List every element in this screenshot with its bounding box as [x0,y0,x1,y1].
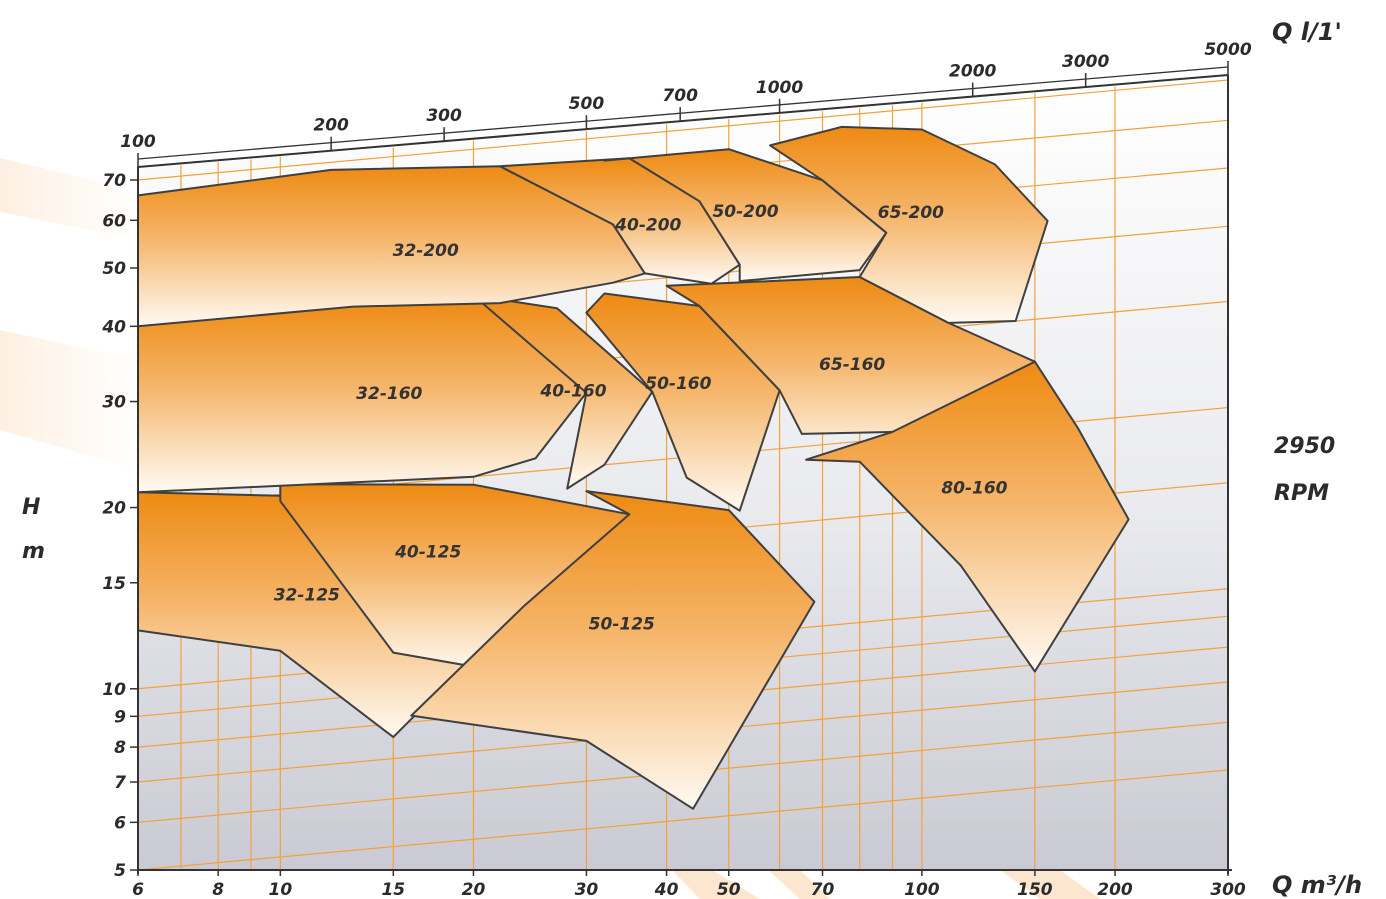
x-tick-label: 50 [717,880,741,899]
top-tick-label: 500 [569,94,605,114]
decorative-ribbons [0,158,1100,899]
pump-field-50-125 [410,490,816,810]
pump-label-50-125: 50-125 [589,615,655,635]
pump-field-50-200 [603,148,888,283]
x-tick-label: 20 [462,880,486,899]
pump-label-50-200: 50-200 [712,202,778,222]
pump-label-80-160: 80-160 [941,478,1007,498]
top-tick-label: 100 [120,132,156,152]
x-axis-bottom-label: Q m³/h [1272,871,1362,899]
top-tick-label: 3000 [1062,52,1109,72]
pump-label-65-200: 65-200 [878,203,944,223]
x-tick-label: 150 [1017,880,1053,899]
pump-field-65-200 [769,125,1049,324]
x-tick-label: 70 [811,880,835,899]
y-tick-label: 5 [114,861,126,881]
pump-label-40-125: 40-125 [394,543,461,563]
speed-unit: RPM [1274,481,1329,506]
top-tick-label: 300 [426,106,462,126]
y-tick-label: 8 [114,738,126,758]
y-tick-label: 7 [114,773,126,793]
top-tick-label: 5000 [1204,40,1251,60]
top-tick-label: 700 [662,86,698,106]
top-tick-label: 1000 [756,78,803,98]
y-tick-label: 20 [102,499,126,519]
pump-fields: 32-125 40-125 50-125 32-160 40-160 50-160 65-1… [137,125,1130,810]
top-axis-line-2 [137,66,1229,160]
hgrid-line [137,79,1229,181]
y-tick-label: 6 [114,813,126,833]
pump-label-50-160: 50-160 [645,374,711,394]
pump-label-32-200: 32-200 [393,241,459,261]
tick-labels: 6 8 10 15 20 30 40 50 70 100 150 200 300567891015203… [101,40,1251,899]
pump-label-32-125: 32-125 [274,586,340,606]
top-tick-label: 2000 [949,62,996,82]
x-tick-label: 100 [904,880,940,899]
y-axis-label-m: m [22,539,45,564]
x-tick-label: 30 [575,880,599,899]
x-tick-label: 10 [268,880,292,899]
top-axis-line [137,74,1229,168]
x-tick-label: 8 [212,880,224,899]
x-axis-top-label: Q l/1' [1272,18,1342,46]
pump-field-40-160 [472,294,654,490]
x-tick-label: 300 [1210,880,1246,899]
pump-label-40-160: 40-160 [539,381,606,401]
axes [130,61,1232,876]
x-tick-label: 15 [381,880,405,899]
y-tick-label: 50 [102,259,126,279]
pump-field-32-200 [137,165,646,328]
pump-field-80-160 [805,360,1130,673]
x-tick-label: 200 [1097,880,1133,899]
y-axis-label-h: H [22,495,40,520]
x-tick-label: 40 [654,880,679,899]
top-tick-label: 200 [313,116,349,136]
pump-label-40-200: 40-200 [614,216,681,236]
y-tick-label: 40 [101,317,126,337]
pump-label-32-160: 32-160 [356,384,422,404]
pump-label-65-160: 65-160 [819,355,885,375]
y-tick-label: 10 [102,680,126,700]
y-tick-label: 15 [102,574,126,594]
y-tick-label: 30 [102,393,126,413]
y-tick-label: 70 [102,171,126,191]
y-tick-label: 9 [114,707,126,727]
x-tick-label: 6 [132,880,144,899]
speed-value: 2950 [1274,434,1335,459]
hgrid-line [137,769,1229,871]
y-tick-label: 60 [102,211,126,231]
